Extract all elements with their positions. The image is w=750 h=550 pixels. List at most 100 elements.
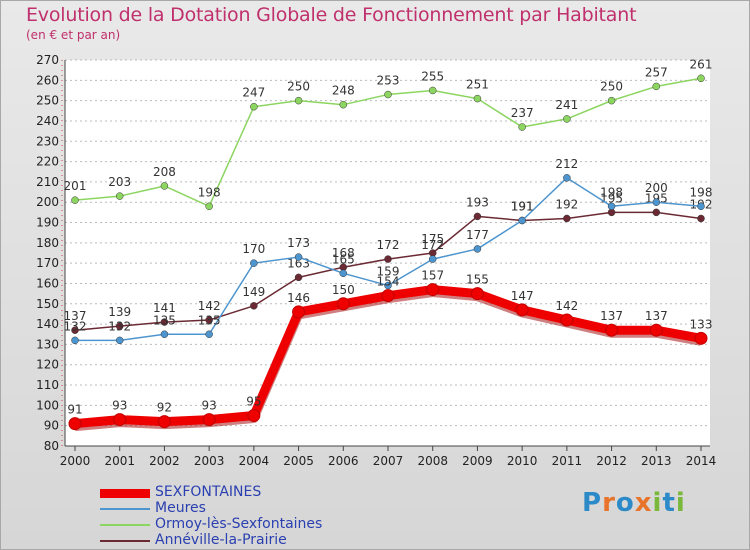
x-tick-label: 2002 [149,454,180,468]
x-tick-label: 2009 [462,454,493,468]
data-point [428,255,437,263]
data-label: 165 [332,252,355,266]
data-point [294,273,303,282]
data-label: 92 [157,401,172,415]
data-point [518,123,526,131]
y-tick-label: 140 [36,317,59,331]
data-point [652,198,661,206]
logo-letter: i [675,488,686,518]
data-point [115,322,124,330]
data-label: 253 [377,74,400,88]
logo-letter: i [652,488,663,518]
y-tick-label: 110 [36,378,59,392]
y-tick-label: 120 [36,358,59,372]
data-label: 91 [67,403,82,417]
y-tick-label: 200 [36,195,59,209]
data-point [202,413,216,427]
y-tick-label: 150 [36,297,59,311]
x-tick-label: 2012 [596,454,627,468]
logo-letter: r [602,488,616,518]
y-tick-label: 170 [36,256,59,270]
data-label: 137 [600,309,623,323]
data-label: 170 [242,242,265,256]
plot-area [65,60,710,446]
y-tick-label: 250 [36,94,59,108]
data-point [381,289,395,303]
data-point [384,281,392,290]
y-tick-label: 90 [44,419,59,433]
y-tick-label: 130 [36,337,59,351]
x-tick-label: 2010 [507,454,538,468]
y-tick-label: 220 [36,155,59,169]
data-point [515,303,529,317]
data-point [250,302,258,310]
data-label: 203 [108,175,131,189]
data-label: 149 [242,285,265,299]
data-label: 261 [690,57,713,71]
y-tick-label: 80 [44,439,59,453]
data-label: 175 [421,232,444,246]
chart-subtitle: (en € et par an) [26,28,121,42]
data-point [250,102,258,111]
y-tick-label: 160 [36,276,59,290]
data-label: 139 [108,305,131,319]
data-label: 132 [64,319,87,333]
data-point [473,94,482,103]
y-tick-label: 260 [36,73,59,87]
data-point [605,323,619,337]
data-point [563,214,571,223]
data-point [563,174,571,182]
x-tick-label: 2006 [328,454,359,468]
data-point [160,330,169,339]
data-point [384,255,392,263]
data-point [470,287,484,301]
data-label: 192 [555,197,578,211]
data-point [71,326,79,334]
data-point [115,192,124,200]
data-label: 154 [377,275,400,289]
data-label: 150 [332,283,355,297]
data-label: 201 [64,179,87,193]
data-point [607,96,616,105]
data-point [205,316,213,324]
y-tick-label: 240 [36,114,59,128]
data-label: 193 [466,195,489,209]
data-label: 248 [332,84,355,98]
data-label: 250 [287,80,310,94]
data-point [160,182,169,190]
data-label: 137 [645,309,668,323]
data-label: 159 [377,265,400,279]
data-label: 93 [202,399,217,413]
data-label: 172 [377,238,400,252]
data-label: 172 [421,238,444,252]
data-label: 237 [511,106,534,120]
y-tick-label: 190 [36,216,59,230]
data-label: 212 [555,157,578,171]
legend-swatch [100,524,150,526]
data-point [157,415,171,429]
data-label: 195 [645,191,668,205]
data-point [384,90,392,99]
data-label: 191 [511,199,534,213]
x-tick-label: 2004 [239,454,270,468]
y-tick-label: 100 [36,398,59,412]
data-label: 191 [511,199,534,213]
data-point [697,74,705,83]
data-label: 147 [511,289,534,303]
x-tick-label: 2011 [552,454,583,468]
data-label: 146 [287,291,310,305]
proxiti-logo: Proxiti [582,488,686,518]
data-point [649,323,663,337]
x-tick-label: 2014 [686,454,717,468]
data-label: 200 [645,181,668,195]
data-point [697,214,705,223]
data-label: 135 [153,313,176,327]
data-label: 133 [690,317,713,331]
data-label: 168 [332,246,355,260]
x-tick-label: 2001 [104,454,135,468]
legend-swatch [100,488,150,498]
data-point [652,82,661,91]
legend-label: Ormoy-lès-Sexfontaines [155,516,323,532]
data-point [339,100,348,109]
data-label: 255 [421,69,444,83]
